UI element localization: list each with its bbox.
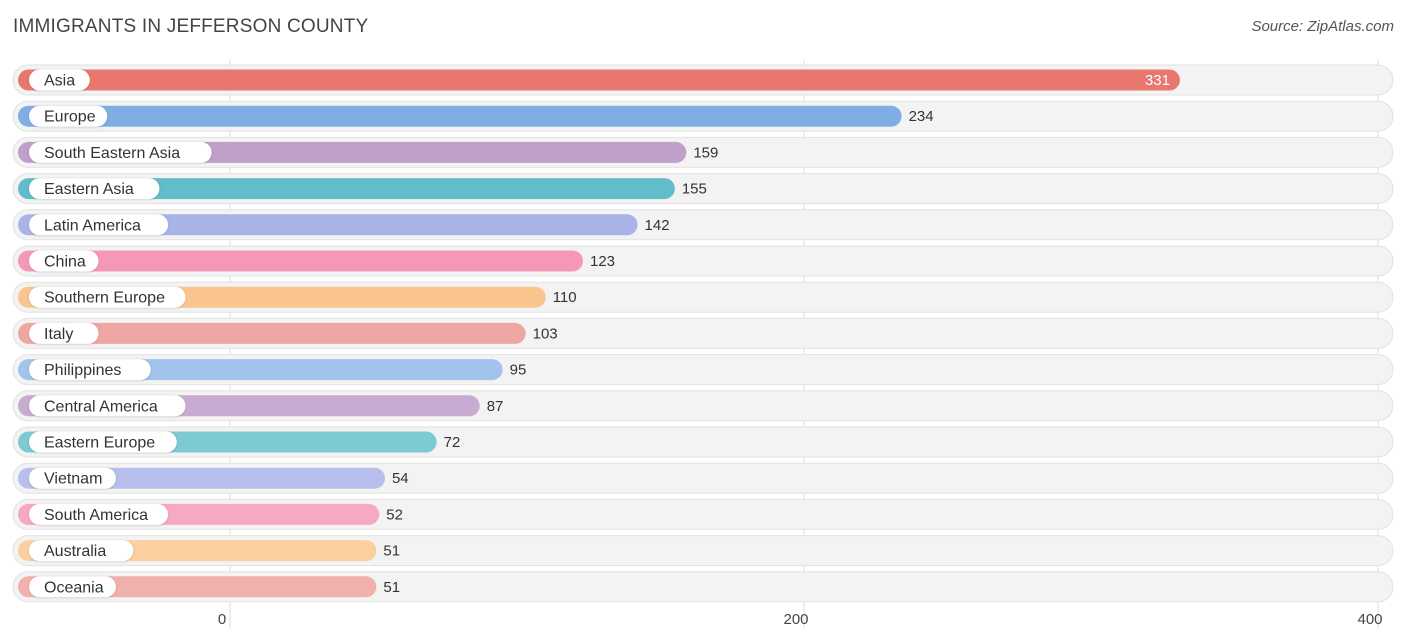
bar-row-central-america: Central America 87 bbox=[12, 390, 1394, 422]
value-label: 72 bbox=[444, 434, 461, 451]
value-label: 51 bbox=[383, 579, 400, 596]
x-axis-ticks: 0 200 400 bbox=[218, 611, 1383, 628]
category-label-bg bbox=[29, 286, 186, 308]
value-label: 155 bbox=[682, 181, 707, 198]
category-label-bg bbox=[29, 322, 99, 344]
category-label: Oceania bbox=[44, 579, 104, 596]
bar bbox=[18, 250, 584, 272]
bar bbox=[18, 178, 675, 200]
tick-label-0: 0 bbox=[218, 611, 226, 628]
category-label-bg bbox=[29, 395, 186, 417]
category-label: China bbox=[44, 254, 86, 271]
category-label-bg bbox=[29, 359, 151, 381]
category-label-bg bbox=[29, 576, 116, 598]
category-label-bg bbox=[29, 141, 212, 163]
bar-row-oceania: Oceania 51 bbox=[12, 571, 1394, 603]
tick-label-1: 200 bbox=[783, 611, 808, 628]
category-label: Europe bbox=[44, 109, 96, 126]
bar bbox=[18, 214, 638, 236]
category-label: Latin America bbox=[44, 217, 141, 234]
category-label: Asia bbox=[44, 73, 75, 90]
bar-row-europe: Europe 234 bbox=[12, 100, 1394, 132]
value-label: 123 bbox=[590, 253, 615, 270]
bar-row-vietnam: Vietnam 54 bbox=[12, 462, 1394, 494]
value-label: 110 bbox=[553, 289, 577, 306]
bar-row-australia: Australia 51 bbox=[12, 535, 1394, 567]
category-label: Eastern Europe bbox=[44, 435, 155, 452]
category-label: Italy bbox=[44, 326, 73, 343]
bar-row-eastern-asia: Eastern Asia 155 bbox=[12, 173, 1394, 205]
category-label-bg bbox=[29, 178, 160, 200]
bar bbox=[18, 322, 526, 344]
category-label: Eastern Asia bbox=[44, 181, 134, 198]
category-label-bg bbox=[29, 250, 99, 272]
category-label: Central America bbox=[44, 398, 158, 415]
value-label: 234 bbox=[909, 108, 934, 125]
chart-title: IMMIGRANTS IN JEFFERSON COUNTY bbox=[13, 16, 369, 37]
bar-row-southern-europe: Southern Europe 110 bbox=[12, 281, 1394, 313]
category-label-bg bbox=[29, 467, 116, 489]
category-label: South America bbox=[44, 507, 148, 524]
category-label-bg bbox=[29, 105, 108, 127]
bar-row-china: China 123 bbox=[12, 245, 1394, 277]
value-label: 52 bbox=[386, 506, 403, 523]
category-label: Australia bbox=[44, 543, 106, 560]
bar-row-latin-america: Latin America 142 bbox=[12, 209, 1394, 241]
source-note: Source: ZipAtlas.com bbox=[1251, 18, 1394, 35]
value-label: 51 bbox=[383, 543, 400, 560]
tick-label-2: 400 bbox=[1357, 611, 1382, 628]
category-label: Vietnam bbox=[44, 471, 102, 488]
bar-row-eastern-europe: Eastern Europe 72 bbox=[12, 426, 1394, 458]
value-label: 159 bbox=[693, 144, 718, 161]
value-label: 331 bbox=[1145, 72, 1170, 89]
value-label: 95 bbox=[510, 362, 527, 379]
bars: Asia 331 Europe 234 South Eastern Asia 159 Eas… bbox=[12, 64, 1394, 603]
value-label: 103 bbox=[533, 325, 558, 342]
value-label: 54 bbox=[392, 470, 409, 487]
bar-row-italy: Italy 103 bbox=[12, 317, 1394, 349]
category-label: Southern Europe bbox=[44, 290, 165, 307]
category-label-bg bbox=[29, 214, 169, 236]
category-label-bg bbox=[29, 503, 169, 525]
bar-row-philippines: Philippines 95 bbox=[12, 354, 1394, 386]
bar-row-south-america: South America 52 bbox=[12, 498, 1394, 530]
category-label-bg bbox=[29, 431, 177, 453]
bar-row-south-eastern-asia: South Eastern Asia 159 bbox=[12, 136, 1394, 168]
category-label: Philippines bbox=[44, 362, 121, 379]
bar bbox=[18, 105, 902, 127]
value-label: 142 bbox=[645, 217, 670, 234]
value-label: 87 bbox=[487, 398, 504, 415]
category-label-bg bbox=[29, 69, 90, 91]
category-label: South Eastern Asia bbox=[44, 145, 180, 162]
bar bbox=[18, 69, 1180, 91]
category-label-bg bbox=[29, 540, 134, 562]
bar-row-asia: Asia 331 bbox=[12, 64, 1394, 96]
